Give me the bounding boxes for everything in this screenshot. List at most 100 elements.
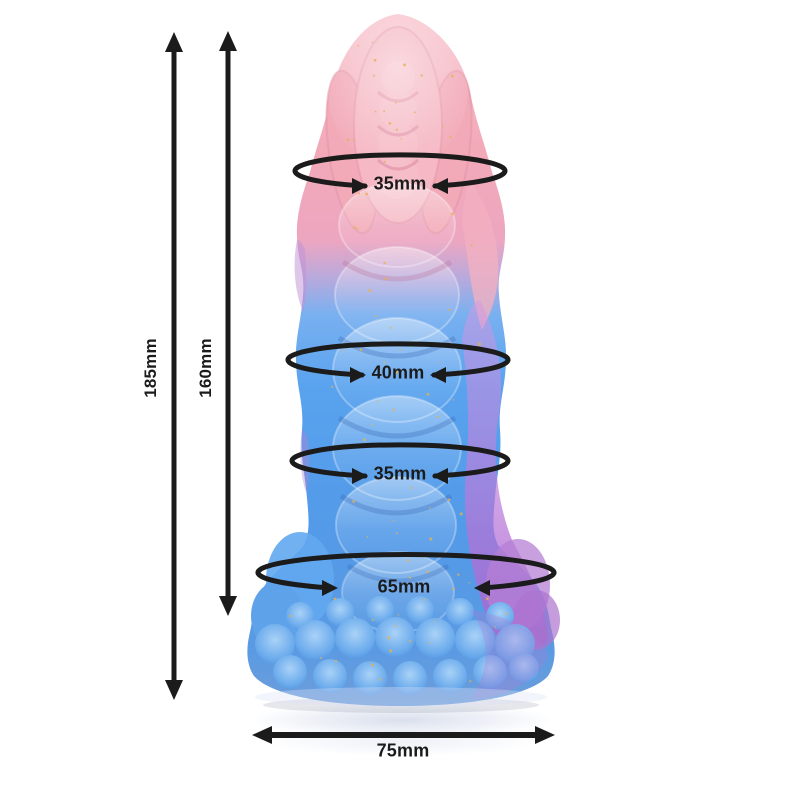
glitter-speck: [403, 63, 407, 67]
glitter-speck: [395, 128, 398, 131]
glitter-speck: [452, 398, 455, 401]
girth-ellipse: [292, 152, 508, 189]
glitter-speck: [406, 184, 410, 188]
glitter-speck: [374, 315, 377, 318]
base-girth-ring: [255, 552, 557, 596]
glitter-speck: [389, 649, 393, 653]
total-length-label: 185mm: [141, 338, 160, 398]
glitter-speck: [451, 74, 454, 78]
glitter-speck: [420, 74, 423, 77]
arrowhead-left-icon: [252, 726, 272, 744]
base-bump: [335, 618, 375, 658]
glitter-speck: [333, 597, 337, 601]
arrowhead-down-icon: [219, 596, 237, 616]
arrowhead-down-icon: [165, 680, 183, 700]
glitter-speck: [357, 44, 360, 47]
total-length-arrow: [165, 32, 183, 700]
glitter-speck: [452, 587, 455, 591]
glitter-speck: [371, 618, 374, 621]
glitter-speck: [365, 192, 369, 196]
glitter-speck: [384, 277, 388, 281]
glitter-speck: [289, 614, 292, 618]
arrowhead-left-icon: [474, 580, 490, 596]
base-width-arrow: [252, 726, 555, 744]
glitter-speck: [395, 370, 399, 374]
glitter-speck: [394, 625, 397, 628]
glitter-speck: [383, 261, 386, 265]
base-bump: [375, 617, 415, 657]
base-bump: [273, 655, 307, 689]
glitter-speck: [397, 614, 400, 616]
arrowhead-up-icon: [165, 32, 183, 52]
tip-highlight: [328, 10, 468, 170]
glitter-speck: [469, 680, 472, 683]
glitter-speck: [359, 348, 363, 352]
arrowhead-right-icon: [322, 580, 338, 596]
glitter-speck: [357, 192, 361, 195]
base-rim-highlight: [255, 687, 547, 707]
glitter-speck: [371, 41, 374, 44]
insertable-length-label: 160mm: [196, 338, 215, 398]
glitter-speck: [468, 581, 471, 584]
arrowhead-right-icon: [352, 468, 368, 484]
glitter-speck: [478, 342, 481, 345]
glitter-speck: [447, 308, 451, 312]
base-bump: [415, 618, 455, 658]
base-bump: [433, 659, 467, 693]
girth-ellipse: [289, 442, 511, 479]
scale-crease: [341, 259, 453, 282]
lower-girth-ring: [289, 442, 511, 484]
glitter-speck: [392, 408, 395, 412]
glitter-speck: [352, 139, 355, 142]
base-bumps: [255, 596, 539, 695]
upper-girth-label: 35mm: [373, 173, 427, 194]
glitter-speck: [346, 138, 350, 142]
glitter-speck: [362, 438, 367, 442]
glitter-speck: [436, 415, 440, 418]
glitter-speck: [450, 212, 454, 216]
glitter-speck: [505, 612, 508, 615]
glitter-speck: [319, 657, 322, 660]
glitter-speck: [441, 124, 444, 127]
scale-crease: [337, 415, 457, 439]
base-bump: [353, 661, 387, 695]
glitter-speck: [457, 573, 460, 576]
base-bump: [366, 596, 394, 624]
arrowhead-up-icon: [219, 31, 237, 51]
glitter-speck: [423, 598, 426, 601]
glitter-speck: [373, 74, 375, 77]
product-illustration: [247, 10, 560, 756]
glitter-speck: [413, 111, 416, 114]
glitter-speck: [437, 362, 440, 364]
glitter-speck: [494, 626, 497, 628]
base-bump: [486, 602, 514, 630]
glitter-speck: [342, 349, 344, 352]
purple-hint-left: [294, 240, 307, 312]
base-purple-wash: [470, 610, 548, 700]
glitter-speck: [400, 138, 402, 140]
base-bump: [295, 620, 335, 660]
glitter-speck: [394, 101, 397, 104]
glitter-speck: [392, 519, 395, 522]
glitter-speck: [435, 179, 438, 181]
glitter-speck: [485, 597, 489, 601]
glitter-speck: [410, 486, 413, 490]
glitter-speck: [459, 512, 463, 516]
base-bump: [446, 598, 474, 626]
base-girth-label: 65mm: [377, 576, 431, 597]
arrowhead-right-icon: [350, 367, 366, 383]
glitter-speck: [408, 640, 412, 643]
base-bump: [326, 598, 354, 626]
glitter-speck: [429, 506, 431, 509]
glitter-speck: [366, 535, 369, 538]
glitter-speck: [429, 537, 433, 541]
mid-girth-ring: [285, 341, 511, 383]
arrowhead-right-icon: [352, 178, 368, 194]
glitter-speck: [379, 678, 382, 681]
reflection-blob: [249, 702, 553, 738]
glitter-speck: [406, 559, 410, 562]
glitter-speck: [383, 160, 386, 163]
glitter-speck: [433, 620, 436, 622]
